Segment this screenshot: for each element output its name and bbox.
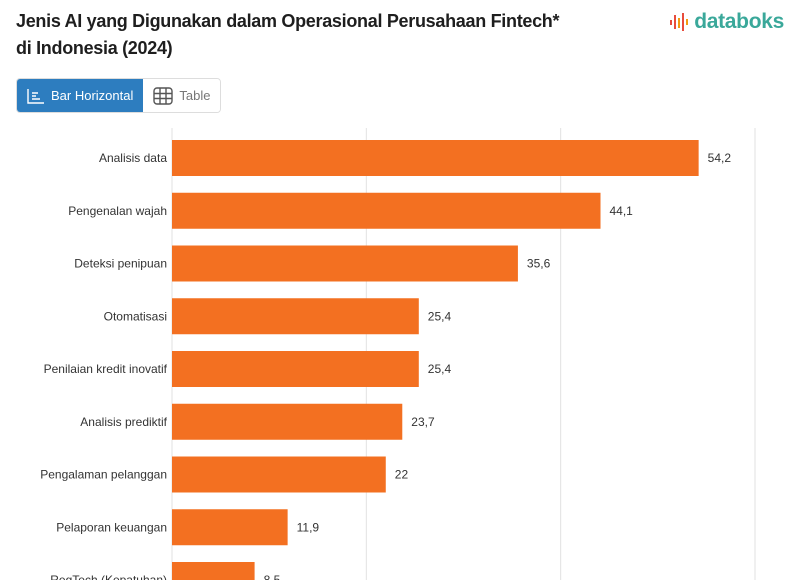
category-label: Otomatisasi — [104, 309, 167, 323]
tab-label: Bar Horizontal — [51, 88, 134, 103]
tab-bar-horizontal[interactable]: Bar Horizontal — [17, 79, 144, 112]
databoks-logo: databoks — [669, 10, 784, 34]
bar — [172, 562, 255, 580]
chart-title: Jenis AI yang Digunakan dalam Operasiona… — [16, 11, 560, 58]
table-grid-icon — [153, 86, 174, 105]
bar — [172, 192, 601, 229]
tab-table[interactable]: Table — [143, 79, 221, 112]
value-label: 54,2 — [708, 151, 732, 165]
value-label: 25,4 — [428, 309, 452, 323]
category-label: Pelaporan keuangan — [56, 520, 167, 534]
category-label: Deteksi penipuan — [74, 257, 167, 271]
bar-chart-icon — [27, 88, 44, 104]
value-label: 25,4 — [428, 362, 452, 376]
value-label: 23,7 — [411, 415, 435, 429]
value-label: 11,9 — [297, 520, 320, 534]
view-tabs: Bar Horizontal Table — [16, 78, 222, 113]
bar — [172, 403, 403, 440]
logo-text: databoks — [694, 10, 784, 33]
logo-mark-icon — [670, 13, 689, 31]
bar — [172, 245, 518, 282]
value-label: 35,6 — [527, 257, 551, 271]
category-label: RegTech (Kepatuhan) — [50, 573, 167, 580]
bar — [172, 298, 419, 335]
category-label: Penilaian kredit inovatif — [44, 362, 168, 376]
category-label: Analisis prediktif — [80, 415, 167, 429]
tab-label: Table — [179, 88, 211, 103]
category-label: Analisis data — [99, 151, 167, 165]
bar — [172, 351, 419, 387]
bar — [172, 509, 288, 546]
value-label: 8,5 — [264, 573, 281, 580]
value-label: 44,1 — [610, 204, 634, 218]
bar — [172, 456, 386, 493]
category-label: Pengenalan wajah — [68, 204, 167, 218]
category-label: Pengalaman pelanggan — [40, 468, 167, 482]
bar — [172, 140, 699, 176]
value-label: 22 — [395, 468, 409, 482]
